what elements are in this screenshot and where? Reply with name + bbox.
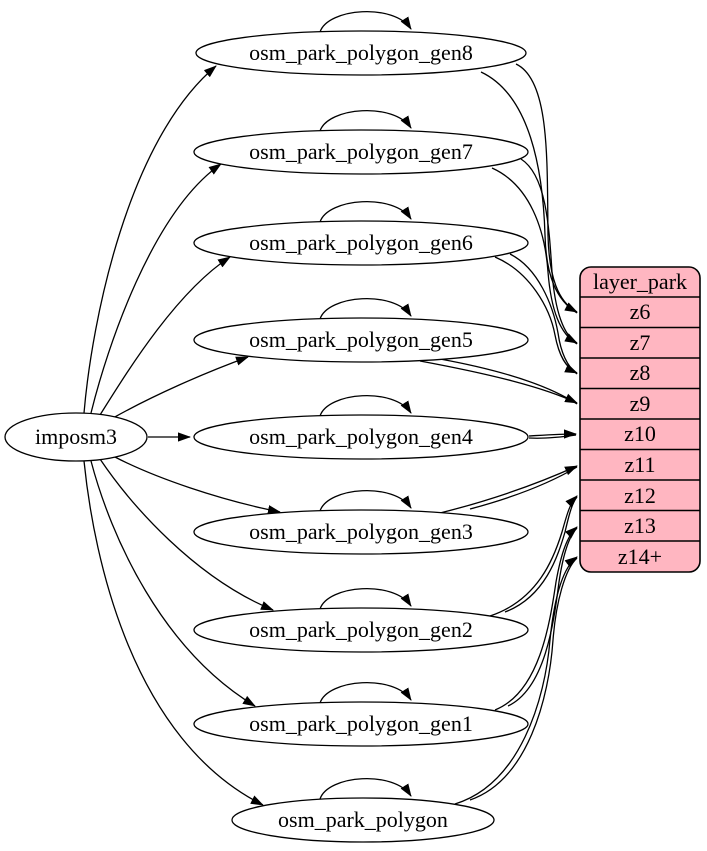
node-gen6-shape xyxy=(193,220,529,266)
edge-gen6-to-z8 xyxy=(494,256,578,374)
edge-gen4-to-z10 xyxy=(528,429,577,439)
self-loop-edges xyxy=(319,11,412,800)
layer-table-row-z13: z13 xyxy=(624,513,656,538)
selfloop-polygon xyxy=(319,778,412,800)
selfloop-gen4 xyxy=(319,395,412,417)
node-gen8-label: osm_park_polygon_gen8 xyxy=(249,40,473,65)
edge-imposm3-to-gen2 xyxy=(99,458,274,611)
node-gen7-shape xyxy=(193,129,529,175)
selfloop-gen3 xyxy=(319,490,412,512)
edge-imposm3-to-gen8 xyxy=(83,65,217,414)
node-osm_park_polygon_gen7: osm_park_polygon_gen7 xyxy=(193,129,529,175)
layer-table-row-z14: z14+ xyxy=(618,544,662,569)
selfloop-gen7 xyxy=(319,110,412,132)
selfloop-gen6 xyxy=(319,201,412,223)
edges-tables-to-rows xyxy=(419,63,578,805)
edge-gen8-to-z6 xyxy=(515,63,578,313)
layer-table-row-z10: z10 xyxy=(624,421,656,446)
edge-imposm3-to-polygon xyxy=(83,460,264,806)
node-imposm3-shape xyxy=(4,412,148,462)
edge-imposm3-to-gen6 xyxy=(99,256,231,416)
layer-table-row-z11: z11 xyxy=(625,452,656,477)
edge-gen1-to-z13 xyxy=(494,526,578,711)
node-gen8-shape xyxy=(195,30,527,76)
nodes: imposm3 osm_park_polygon_gen8 osm_park_p… xyxy=(4,30,529,843)
edge-gen8-to-z6-b xyxy=(480,71,578,314)
edge-imposm3-to-gen1 xyxy=(90,460,256,707)
layer-table-title: layer_park xyxy=(593,269,687,294)
node-polygon-shape xyxy=(231,797,495,843)
layer-table-row-z9: z9 xyxy=(630,391,651,416)
selfloop-gen5 xyxy=(319,298,412,320)
node-gen2-shape xyxy=(193,607,529,653)
edges-imposm3-to-tables xyxy=(83,65,281,806)
edge-gen2-to-z12 xyxy=(489,495,578,617)
node-osm_park_polygon_gen5: osm_park_polygon_gen5 xyxy=(193,317,529,363)
node-gen2-label: osm_park_polygon_gen2 xyxy=(249,617,473,642)
node-gen3-shape xyxy=(193,509,529,555)
edge-polygon-to-z14 xyxy=(454,556,578,805)
edge-polygon-to-z14-b xyxy=(469,557,578,801)
edge-gen6-to-z8-b xyxy=(509,253,578,375)
node-gen5-shape xyxy=(193,317,529,363)
node-gen6-label: osm_park_polygon_gen6 xyxy=(249,230,473,255)
node-gen1-shape xyxy=(193,701,529,747)
selfloop-gen8 xyxy=(319,11,412,33)
node-gen1-label: osm_park_polygon_gen1 xyxy=(249,711,473,736)
edge-gen4-to-z10-b xyxy=(528,434,577,439)
edge-gen7-to-z7-b xyxy=(491,167,578,345)
node-gen5-label: osm_park_polygon_gen5 xyxy=(249,327,473,352)
layer-table-row-z8: z8 xyxy=(630,360,651,385)
node-polygon-label: osm_park_polygon xyxy=(278,807,448,832)
node-osm_park_polygon_gen4: osm_park_polygon_gen4 xyxy=(193,414,529,460)
edge-imposm3-to-gen3 xyxy=(112,455,281,515)
selfloop-gen1 xyxy=(319,682,412,704)
edge-imposm3-to-gen5 xyxy=(112,356,249,419)
node-layer_park-table: layer_park z6 z7 z8 z9 z10 z11 z12 z13 z… xyxy=(579,266,701,573)
node-osm_park_polygon_gen8: osm_park_polygon_gen8 xyxy=(195,30,527,76)
layer-table-row-z7: z7 xyxy=(630,330,651,355)
node-gen3-label: osm_park_polygon_gen3 xyxy=(249,519,473,544)
node-osm_park_polygon_gen6: osm_park_polygon_gen6 xyxy=(193,220,529,266)
node-osm_park_polygon_gen1: osm_park_polygon_gen1 xyxy=(193,701,529,747)
node-imposm3: imposm3 xyxy=(4,412,148,462)
edge-gen3-to-z11 xyxy=(439,465,578,514)
layer-table-row-z6: z6 xyxy=(630,299,651,324)
edge-gen3-to-z11-b xyxy=(469,466,578,510)
node-osm_park_polygon_gen3: osm_park_polygon_gen3 xyxy=(193,509,529,555)
edge-gen5-to-z9 xyxy=(419,360,578,404)
edge-imposm3-to-gen7 xyxy=(90,163,222,414)
node-gen4-label: osm_park_polygon_gen4 xyxy=(249,424,473,449)
node-imposm3-label: imposm3 xyxy=(35,424,117,449)
node-osm_park_polygon_gen2: osm_park_polygon_gen2 xyxy=(193,607,529,653)
node-gen7-label: osm_park_polygon_gen7 xyxy=(249,139,473,164)
edge-gen5-to-z9-b xyxy=(439,358,578,405)
edge-gen2-to-z12-b xyxy=(504,496,578,613)
node-gen4-shape xyxy=(193,414,529,460)
edge-gen7-to-z7 xyxy=(520,158,578,344)
edge-gen1-to-z13-b xyxy=(507,527,578,707)
node-osm_park_polygon: osm_park_polygon xyxy=(231,797,495,843)
selfloop-gen2 xyxy=(319,588,412,610)
layer-table-row-z12: z12 xyxy=(624,483,656,508)
